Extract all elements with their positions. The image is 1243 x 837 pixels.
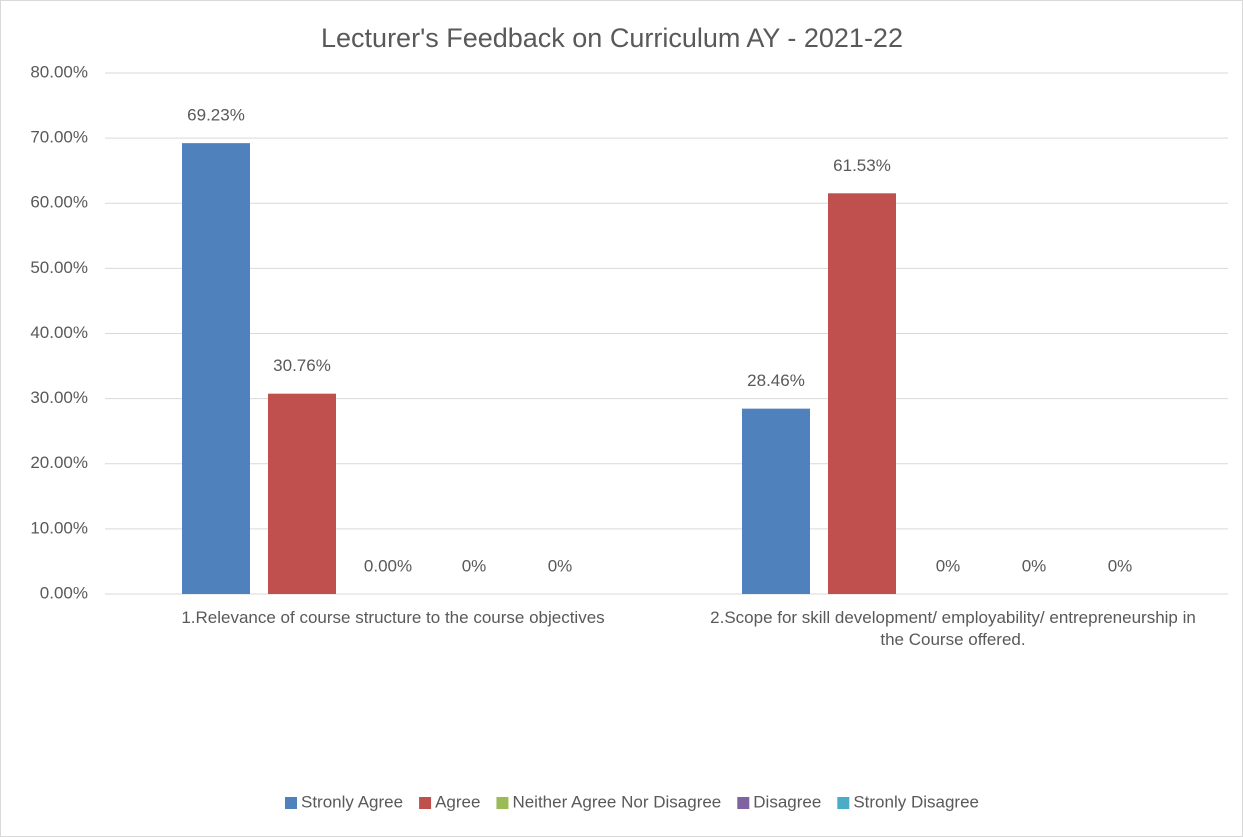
- data-label: 28.46%: [747, 371, 805, 390]
- legend-swatch: [285, 797, 298, 809]
- data-label: 0.00%: [364, 556, 412, 575]
- y-tick-label: 40.00%: [30, 323, 88, 342]
- data-label: 0%: [462, 556, 487, 575]
- legend-swatch: [419, 797, 432, 809]
- y-tick-label: 20.00%: [30, 453, 88, 472]
- legend-swatch: [837, 797, 850, 809]
- bar: [182, 143, 250, 594]
- legend-label: Disagree: [753, 792, 821, 811]
- bar: [828, 193, 896, 594]
- data-label: 0%: [548, 556, 573, 575]
- x-tick-label: 1.Relevance of course structure to the c…: [181, 608, 605, 627]
- y-tick-label: 10.00%: [30, 518, 88, 537]
- bar: [742, 408, 810, 594]
- y-tick-label: 0.00%: [40, 583, 88, 602]
- y-tick-label: 70.00%: [30, 128, 88, 147]
- data-label: 0%: [936, 556, 961, 575]
- y-tick-label: 80.00%: [30, 62, 88, 81]
- legend-swatch: [496, 797, 509, 809]
- legend-label: Agree: [435, 792, 480, 811]
- legend-label: Stronly Disagree: [853, 792, 979, 811]
- legend-label: Neither Agree Nor Disagree: [512, 792, 721, 811]
- data-label: 0%: [1108, 556, 1133, 575]
- chart-title: Lecturer's Feedback on Curriculum AY - 2…: [321, 23, 903, 53]
- y-tick-label: 50.00%: [30, 258, 88, 277]
- data-label: 61.53%: [833, 156, 891, 175]
- data-label: 30.76%: [273, 356, 331, 375]
- y-tick-label: 60.00%: [30, 193, 88, 212]
- legend-label: Stronly Agree: [301, 792, 403, 811]
- x-tick-label: 2.Scope for skill development/ employabi…: [710, 608, 1196, 649]
- data-label: 0%: [1022, 556, 1047, 575]
- legend-swatch: [737, 797, 750, 809]
- data-label: 69.23%: [187, 106, 245, 125]
- y-tick-label: 30.00%: [30, 388, 88, 407]
- bar: [268, 393, 336, 594]
